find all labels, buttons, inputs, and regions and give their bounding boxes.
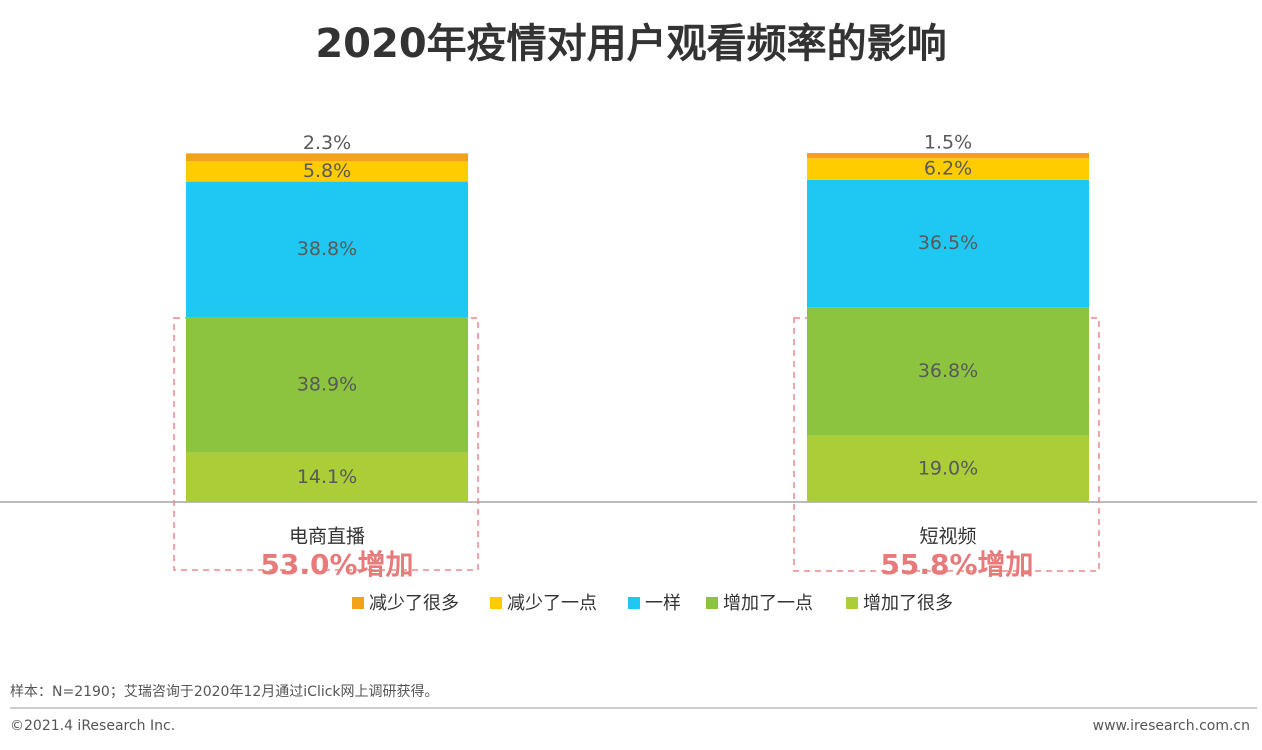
- copyright: ©2021.4 iResearch Inc.: [10, 718, 175, 734]
- legend-label: 减少了很多: [369, 593, 459, 614]
- value-label: 36.8%: [918, 360, 978, 382]
- value-label: 36.5%: [918, 232, 978, 254]
- x-tick-label: 短视频: [919, 526, 976, 548]
- legend-marker: [628, 597, 640, 609]
- bar-segment: [807, 307, 1089, 436]
- bar-segment: [186, 153, 468, 162]
- value-label: 5.8%: [303, 160, 351, 182]
- legend-marker: [706, 597, 718, 609]
- website: www.iresearch.com.cn: [1093, 718, 1250, 734]
- highlight-box: [793, 317, 1100, 572]
- legend-marker: [490, 597, 502, 609]
- legend-label: 减少了一点: [507, 593, 597, 614]
- legend-label: 一样: [645, 593, 681, 614]
- bar-segment: [186, 452, 468, 502]
- value-label: 19.0%: [918, 457, 978, 479]
- value-label: 14.1%: [297, 466, 357, 488]
- value-label: 2.3%: [303, 132, 351, 154]
- source-note: 样本：N=2190；艾瑞咨询于2020年12月通过iClick网上调研获得。: [10, 683, 439, 700]
- bar-segment: [186, 181, 468, 318]
- bar-segment: [807, 435, 1089, 502]
- legend-marker: [846, 597, 858, 609]
- legend-label: 增加了很多: [863, 593, 953, 614]
- value-label: 38.8%: [297, 238, 357, 260]
- legend-marker: [352, 597, 364, 609]
- annotation: 53.0%增加: [260, 548, 413, 581]
- highlight-box: [173, 317, 479, 571]
- x-tick-label: 电商直播: [289, 526, 365, 548]
- value-label: 1.5%: [924, 132, 972, 154]
- chart-title: 2020年疫情对用户观看频率的影响: [315, 21, 946, 67]
- bar-segment: [807, 158, 1089, 180]
- value-label: 6.2%: [924, 158, 972, 180]
- value-label: 38.9%: [297, 373, 357, 395]
- bar-segment: [186, 317, 468, 453]
- annotation: 55.8%增加: [880, 548, 1033, 581]
- bar-segment: [807, 153, 1089, 159]
- bar-segment: [807, 179, 1089, 308]
- legend-label: 增加了一点: [723, 593, 813, 614]
- bar-segment: [186, 161, 468, 182]
